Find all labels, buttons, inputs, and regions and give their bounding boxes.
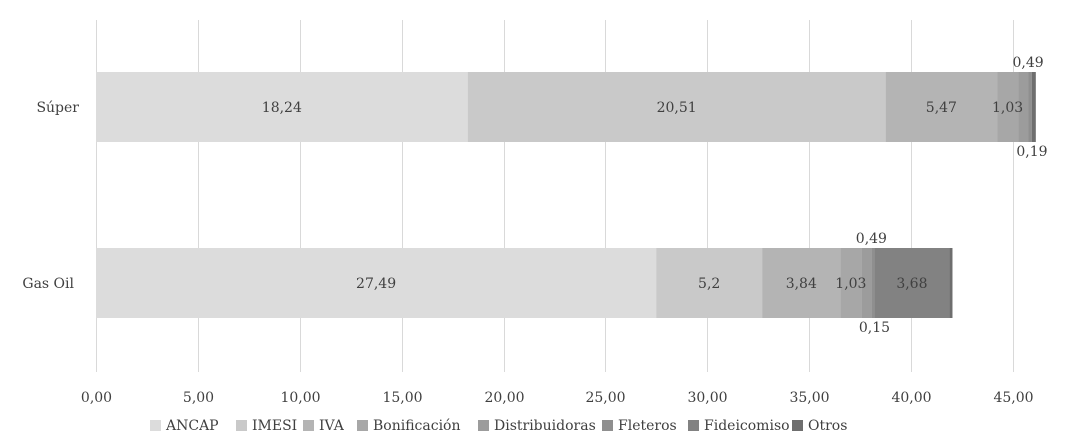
legend-label: Fleteros [618,418,677,434]
legend-swatch-bonificacion [357,420,368,431]
legend-label: IMESI [252,418,297,434]
legend-label: Distribuidoras [494,418,596,434]
data-label: 1,03 [992,100,1023,116]
bar-segment-distribuidoras [1018,72,1029,142]
legend-swatch-ancap [150,420,161,431]
x-axis: 0,00 5,00 10,00 15,00 20,00 25,00 30,00 35,00 40… [81,390,1034,406]
bar-segment-distribuidoras [861,248,872,318]
legend-label: Fideicomiso [704,418,790,434]
x-tick-label: 30,00 [687,390,727,406]
legend-swatch-otros [792,420,803,431]
x-tick-label: 20,00 [484,390,524,406]
x-tick-label: 45,00 [993,390,1033,406]
bar-segments [96,72,1036,318]
data-label: 5,47 [926,100,957,116]
legend-label: IVA [319,418,345,434]
bar-segment-bonificacion [997,72,1019,142]
x-tick-label: 0,00 [81,390,112,406]
data-label: 0,19 [1016,144,1047,160]
x-tick-label: 40,00 [891,390,931,406]
legend-swatch-distribuidoras [478,420,489,431]
legend-label: Bonificación [373,418,461,434]
bar-segment-otros [1031,72,1036,142]
data-label: 1,03 [835,276,866,292]
category-labels: Súper Gas Oil [22,100,79,292]
legend-label: ANCAP [165,418,219,434]
legend: ANCAP IMESI IVA Bonificación Distribuidoras F… [150,418,847,434]
bar-segment-imesi [656,248,763,318]
data-label: 20,51 [657,100,697,116]
category-label: Gas Oil [22,276,74,292]
bar-segment-fleteros [1028,72,1032,142]
bar-segment-bonificacion [840,248,862,318]
bar-segment-imesi [467,72,886,142]
bar-segment-fleteros [871,248,875,318]
legend-swatch-iva [303,420,314,431]
bar-segment-iva [885,72,998,142]
x-tick-label: 25,00 [585,390,625,406]
bar-segment-otros [949,248,953,318]
bar-segment-ancap [96,72,468,142]
data-label: 18,24 [262,100,302,116]
x-tick-label: 15,00 [382,390,422,406]
data-label: 0,49 [856,231,887,247]
x-tick-label: 10,00 [280,390,320,406]
data-label: 27,49 [356,276,396,292]
category-label: Súper [36,100,79,116]
data-label: 0,49 [1013,55,1044,71]
legend-swatch-imesi [236,420,247,431]
bar-segment-ancap [96,248,657,318]
legend-swatch-fideicomiso [688,420,699,431]
x-tick-label: 5,00 [183,390,214,406]
data-label: 3,68 [896,276,927,292]
legend-label: Otros [808,418,847,434]
bar-segment-fideicomiso [874,248,950,318]
data-label: 0,15 [859,320,890,336]
bar-segment-iva [762,248,841,318]
legend-swatch-fleteros [602,420,613,431]
x-tick-label: 35,00 [789,390,829,406]
data-label: 3,84 [786,276,817,292]
data-labels: 18,24 20,51 5,47 1,03 0,49 0,19 27,49 5,2 3,84 1,… [262,55,1048,336]
data-label: 5,2 [698,276,720,292]
